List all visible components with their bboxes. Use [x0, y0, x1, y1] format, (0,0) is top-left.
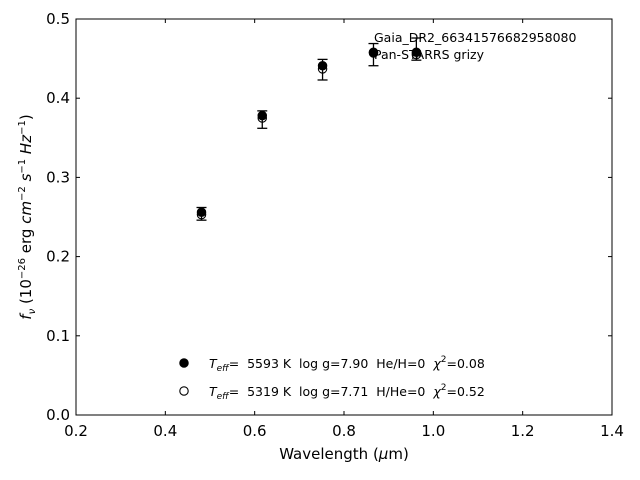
model-point-open — [196, 209, 207, 220]
model-point-filled — [411, 47, 422, 58]
legend-text-part: T — [209, 356, 218, 371]
legend-text-part: 2 — [441, 355, 447, 365]
x-tick-label: 0.4 — [153, 422, 177, 440]
legend-text-part: = 5593 K log g=7.90 He/H=0 — [229, 356, 434, 371]
legend: Teff= 5593 K log g=7.90 He/H=0 χ2=0.08Te… — [179, 355, 485, 402]
legend-text-part: =0.52 — [446, 384, 484, 399]
legend-marker-filled — [179, 358, 189, 368]
legend-text-part: = 5319 K log g=7.71 H/He=0 — [229, 384, 434, 399]
legend-text-part: χ — [432, 384, 441, 399]
legend-text-part: T — [209, 384, 218, 399]
legend-text-part: χ — [432, 356, 441, 371]
model-point-filled — [196, 207, 207, 217]
legend-text-part: =0.08 — [446, 356, 484, 371]
plot-area — [196, 37, 422, 221]
axis-ticks: 0.2 0.4 0.6 0.8 1.0 1.2 1.4 0.0 0.1 0.2 0.3 0.4 0.5 — [46, 10, 624, 440]
legend-label: Teff= 5319 K log g=7.71 H/He=0 χ2=0.52 — [209, 383, 485, 402]
y-tick-label: 0.0 — [46, 406, 70, 424]
model-point-filled — [257, 110, 268, 121]
y-tick-label: 0.1 — [46, 327, 70, 345]
y-tick-label: 0.2 — [46, 248, 70, 266]
legend-text-part: eff — [217, 392, 231, 402]
legend-text-part: 2 — [441, 383, 447, 393]
x-tick-label: 1.0 — [421, 422, 445, 440]
annotations: Gaia_DR2_66341576682958080 Pan-STARRS gr… — [374, 30, 576, 62]
x-tick-label: 0.6 — [243, 422, 267, 440]
model-point-filled — [317, 60, 328, 71]
legend-text-part: eff — [217, 364, 231, 374]
x-tick-label: 0.2 — [64, 422, 88, 440]
model-point-open — [368, 48, 379, 58]
annotation-survey: Pan-STARRS grizy — [374, 47, 485, 62]
legend-marker-open — [179, 386, 189, 396]
model-point-open — [411, 49, 422, 60]
x-tick-label: 1.4 — [600, 422, 624, 440]
y-axis-label: fν (10−26 erg cm−2 s−1 Hz−1) — [17, 114, 38, 319]
y-tick-label: 0.5 — [46, 10, 70, 28]
model-point-open — [257, 113, 268, 123]
annotation-star-id: Gaia_DR2_66341576682958080 — [374, 30, 576, 45]
y-tick-label: 0.3 — [46, 168, 70, 186]
legend-label: Teff= 5593 K log g=7.90 He/H=0 χ2=0.08 — [209, 355, 485, 374]
y-tick-label: 0.4 — [46, 89, 70, 107]
x-tick-label: 1.2 — [511, 422, 535, 440]
model-point-open — [317, 64, 328, 74]
x-tick-label: 0.8 — [332, 422, 356, 440]
x-axis-label: Wavelength (μm) — [279, 445, 409, 463]
